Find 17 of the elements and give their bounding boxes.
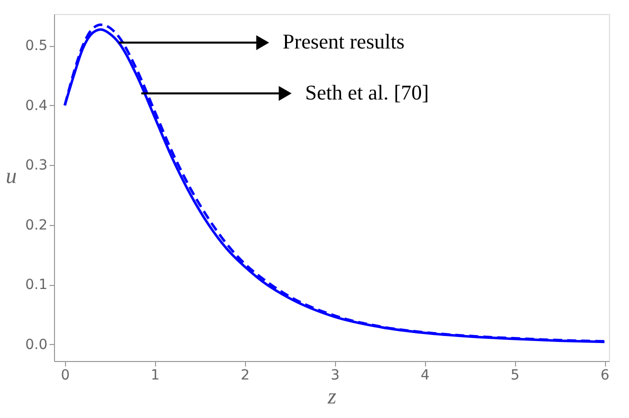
x-tick-label: 6 [600, 368, 610, 384]
x-axis-title: z [326, 384, 337, 408]
y-axis-title: u [6, 163, 17, 188]
y-tick-label: 0.1 [25, 277, 48, 294]
y-tick-label: 0.2 [25, 217, 48, 234]
x-tick-label: 4 [420, 368, 430, 384]
x-tick-label: 1 [150, 368, 160, 384]
x-tick-label: 3 [330, 368, 340, 384]
annotation: Seth et al. [70] [305, 80, 429, 104]
y-tick-label: 0.4 [25, 98, 48, 114]
x-tick-label: 5 [510, 368, 520, 384]
y-tick-label: 0.3 [25, 158, 48, 174]
x-tick-label: 2 [240, 368, 250, 384]
x-tick-label: 0 [60, 368, 70, 384]
y-tick-label: 0.5 [25, 38, 48, 54]
annotation: Present results [282, 30, 405, 54]
y-tick-label: 0.0 [25, 336, 48, 353]
